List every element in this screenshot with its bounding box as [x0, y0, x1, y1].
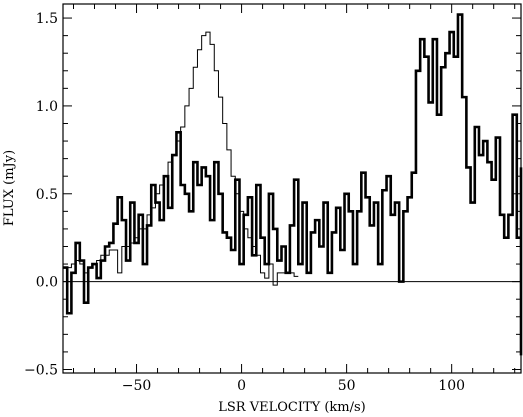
- y-tick-label: 1.0: [36, 99, 58, 115]
- plot-frame: [62, 3, 522, 374]
- y-tick-label: −0.5: [24, 362, 58, 378]
- axis-ticks: [63, 4, 521, 373]
- x-tick-label: 0: [237, 378, 246, 394]
- x-tick-label: 100: [438, 378, 465, 394]
- y-tick-label: 0.5: [36, 187, 58, 203]
- y-tick-label: 1.5: [36, 11, 58, 27]
- series-thick-spectrum: [63, 13, 523, 356]
- tick-labels: −50 0 50 100 −0.5 0.0 0.5 1.0 1.5: [24, 11, 465, 394]
- x-tick-label: −50: [122, 378, 152, 394]
- series-layer: [63, 13, 523, 356]
- y-tick-label: 0.0: [36, 275, 58, 291]
- x-axis-label: LSR VELOCITY (km/s): [218, 400, 366, 415]
- x-tick-label: 50: [338, 378, 356, 394]
- y-axis-label: FLUX (mJy): [2, 150, 17, 226]
- series-thin-spectrum: [67, 31, 299, 286]
